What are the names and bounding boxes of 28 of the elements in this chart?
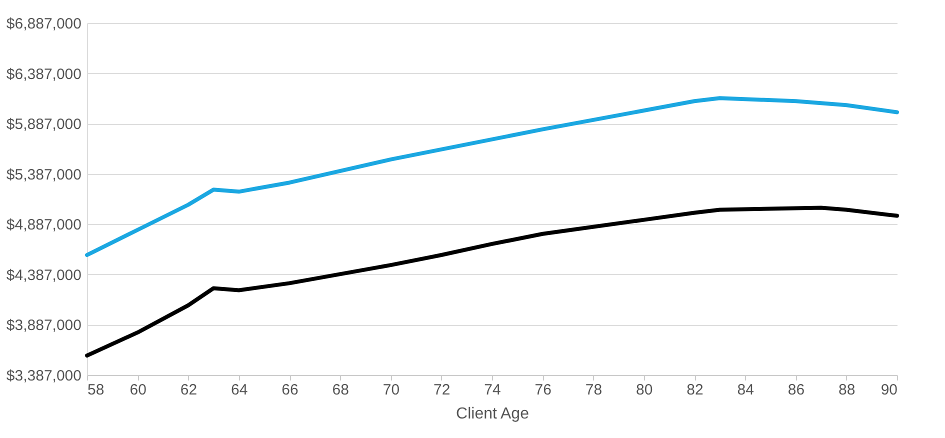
x-tick-label: 68 (332, 382, 349, 398)
y-tick-label: $4,887,000 (6, 216, 82, 234)
y-tick-label: $6,387,000 (6, 66, 82, 83)
y-tick-label: $5,887,000 (6, 116, 82, 134)
x-tick-label: 74 (484, 382, 501, 398)
y-tick-label: $4,387,000 (6, 266, 82, 284)
line-series (85, 206, 899, 358)
x-tick-label: 78 (585, 382, 602, 398)
y-tick-label: $5,387,000 (6, 166, 82, 184)
x-tick-label: 60 (130, 382, 146, 398)
x-tick-label: 84 (737, 382, 754, 398)
x-tick-label: 62 (180, 382, 198, 398)
y-tick-label: $3,887,000 (6, 317, 82, 334)
x-axis-title: Client Age (456, 406, 530, 422)
line-series (85, 96, 899, 258)
x-tick-label: 58 (88, 382, 104, 398)
x-tick-label: 70 (382, 382, 400, 398)
x-tick-label: 72 (434, 382, 450, 398)
x-tick-label: 86 (788, 382, 805, 398)
x-tick-label: 88 (838, 382, 856, 398)
x-tick-label: 90 (880, 382, 898, 398)
x-tick-label: 66 (282, 382, 298, 398)
y-tick-label: $3,387,000 (6, 368, 82, 384)
x-tick-label: 64 (231, 382, 248, 398)
x-tick-label: 80 (636, 382, 653, 398)
x-tick-label: 82 (686, 382, 704, 398)
y-tick-label: $6,887,000 (6, 16, 82, 32)
x-tick-label: 76 (534, 382, 552, 398)
